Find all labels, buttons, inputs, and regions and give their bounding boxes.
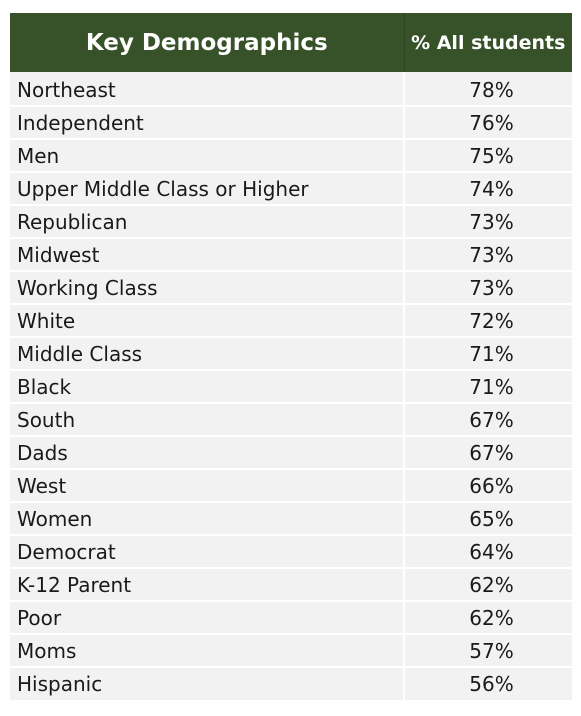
- demographic-label: Men: [10, 138, 405, 172]
- header-row: Key Demographics % All students: [10, 13, 572, 73]
- demographic-label: Democrat: [10, 534, 405, 568]
- demographic-label: West: [10, 468, 405, 502]
- table-row: Middle Class 71%: [10, 336, 572, 370]
- table-row: White 72%: [10, 303, 572, 337]
- table-row: Midwest 73%: [10, 237, 572, 271]
- demographic-label: White: [10, 303, 405, 337]
- table-header: Key Demographics % All students: [10, 13, 572, 73]
- table-row: Independent 76%: [10, 105, 572, 139]
- table-row: Poor 62%: [10, 600, 572, 634]
- percent-value: 72%: [404, 303, 572, 337]
- demographic-label: Midwest: [10, 237, 405, 271]
- percent-value: 66%: [404, 468, 572, 502]
- percent-value: 71%: [404, 369, 572, 403]
- percent-value: 74%: [404, 171, 572, 205]
- table-row: West 66%: [10, 468, 572, 502]
- demographic-label: Upper Middle Class or Higher: [10, 171, 405, 205]
- percent-value: 73%: [404, 270, 572, 304]
- table-row: Women 65%: [10, 501, 572, 535]
- percent-value: 57%: [404, 633, 572, 667]
- demographic-label: Poor: [10, 600, 405, 634]
- percent-value: 78%: [404, 72, 572, 106]
- table-row: Black 71%: [10, 369, 572, 403]
- demographic-label: K-12 Parent: [10, 567, 405, 601]
- demographic-label: Independent: [10, 105, 405, 139]
- demographics-table-container: Key Demographics % All students Northeas…: [10, 13, 572, 700]
- percent-value: 75%: [404, 138, 572, 172]
- header-key-demographics: Key Demographics: [10, 13, 405, 73]
- table-row: Working Class 73%: [10, 270, 572, 304]
- demographic-label: Working Class: [10, 270, 405, 304]
- table-row: Dads 67%: [10, 435, 572, 469]
- table-row: Democrat 64%: [10, 534, 572, 568]
- demographic-label: Middle Class: [10, 336, 405, 370]
- table-row: South 67%: [10, 402, 572, 436]
- demographic-label: Women: [10, 501, 405, 535]
- percent-value: 62%: [404, 600, 572, 634]
- table-row: Men 75%: [10, 138, 572, 172]
- percent-value: 62%: [404, 567, 572, 601]
- table-row: Moms 57%: [10, 633, 572, 667]
- demographic-label: Hispanic: [10, 666, 405, 700]
- table-row: Hispanic 56%: [10, 666, 572, 700]
- percent-value: 65%: [404, 501, 572, 535]
- header-percent-all-students: % All students: [404, 13, 572, 73]
- table-row: K-12 Parent 62%: [10, 567, 572, 601]
- table-body: Northeast 78% Independent 76% Men 75% Upper Mi…: [10, 72, 572, 700]
- percent-value: 73%: [404, 204, 572, 238]
- demographics-table: Key Demographics % All students Northeas…: [10, 13, 572, 700]
- demographic-label: Dads: [10, 435, 405, 469]
- demographic-label: Moms: [10, 633, 405, 667]
- percent-value: 67%: [404, 435, 572, 469]
- table-row: Upper Middle Class or Higher 74%: [10, 171, 572, 205]
- table-row: Northeast 78%: [10, 72, 572, 106]
- percent-value: 56%: [404, 666, 572, 700]
- percent-value: 67%: [404, 402, 572, 436]
- percent-value: 71%: [404, 336, 572, 370]
- demographic-label: Northeast: [10, 72, 405, 106]
- percent-value: 76%: [404, 105, 572, 139]
- percent-value: 64%: [404, 534, 572, 568]
- demographic-label: Republican: [10, 204, 405, 238]
- percent-value: 73%: [404, 237, 572, 271]
- table-row: Republican 73%: [10, 204, 572, 238]
- demographic-label: South: [10, 402, 405, 436]
- demographic-label: Black: [10, 369, 405, 403]
